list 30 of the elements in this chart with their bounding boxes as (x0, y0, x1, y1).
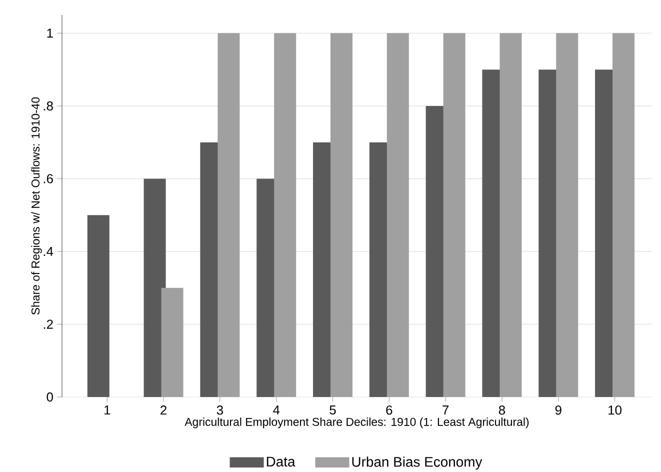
bar (274, 33, 296, 397)
y-tick-label: .4 (44, 246, 54, 256)
legend-label: Urban Bias Economy (352, 456, 482, 470)
y-axis-title: Share of Regions w/ Net Ouflows: 1910-40 (31, 97, 42, 315)
bar (161, 288, 184, 397)
bar (612, 33, 635, 397)
x-tick-label: 8 (498, 405, 506, 415)
y-tick-label: .8 (44, 101, 53, 110)
x-tick-label: 2 (160, 405, 166, 414)
x-tick-label: 5 (330, 405, 336, 414)
x-tick-label: 10 (608, 405, 622, 415)
bar (556, 33, 578, 397)
x-tick-label: 4 (273, 405, 280, 414)
bar (330, 33, 352, 397)
y-tick-label: .2 (44, 320, 53, 329)
x-tick-label: 9 (555, 405, 562, 415)
bar (443, 33, 466, 397)
y-tick-label: .6 (44, 174, 53, 184)
x-tick-label: 1 (104, 405, 110, 414)
bar (500, 33, 522, 397)
bar (87, 215, 110, 397)
x-tick-label: 3 (216, 405, 223, 415)
y-tick-label: 0 (46, 392, 53, 402)
bar (386, 33, 409, 397)
legend-label: Data (266, 456, 296, 466)
x-axis-title: Agricultural Employment Share Deciles: 1910 (1: Least Agricultural) (184, 417, 529, 428)
y-tick-label: 1 (47, 28, 53, 38)
x-tick-label: 6 (386, 405, 392, 415)
bar (218, 33, 240, 397)
x-tick-label: 7 (442, 405, 449, 414)
